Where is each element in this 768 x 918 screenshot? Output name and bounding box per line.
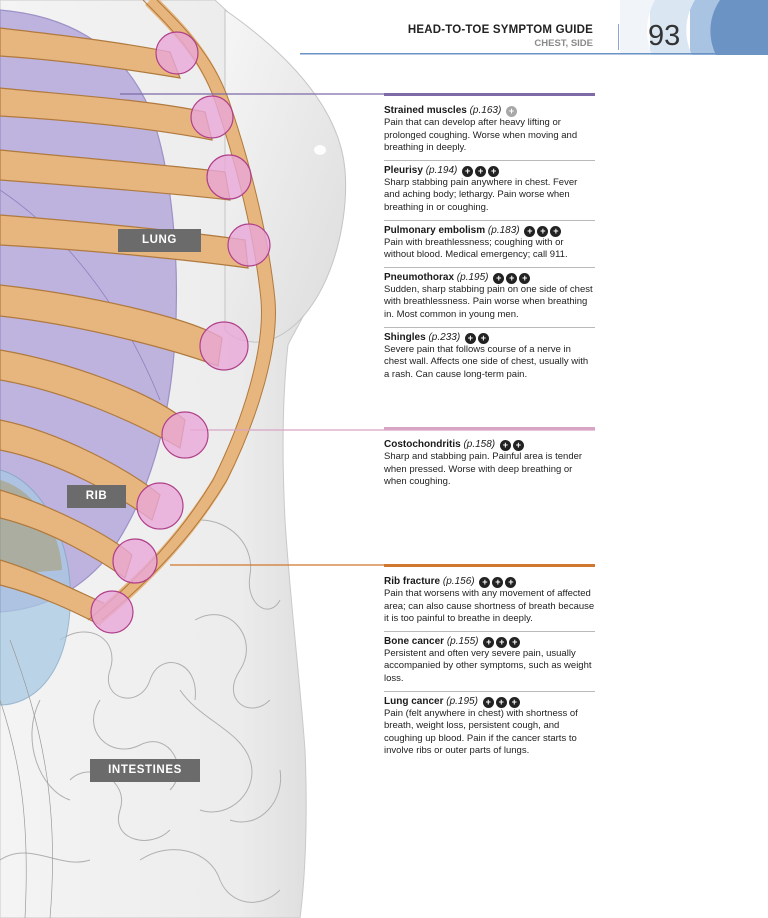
plus-circle-icon: + (512, 440, 524, 451)
severity-icons: + + (498, 439, 524, 451)
plus-circle-icon: + (505, 577, 517, 588)
symptom-name: Costochondritis (384, 439, 461, 450)
plus-circle-icon: + (550, 225, 562, 237)
plus-circle-icon: + (482, 696, 494, 708)
symptom-name: Pulmonary embolism (384, 224, 486, 236)
symptom-entry: Shingles (p.233) + + Severe pain that fol… (384, 328, 595, 387)
symptom-description: Sudden, sharp stabbing pain on one side … (384, 283, 593, 320)
page-number: 93 (648, 20, 681, 52)
plus-circle-icon: + (509, 636, 521, 648)
group-rule (384, 93, 595, 96)
pain-markers (90, 31, 271, 634)
lung-label: LUNG (118, 229, 201, 252)
symptom-name: Strained muscles (384, 105, 467, 116)
plus-circle-icon: + (506, 106, 518, 117)
plus-circle-icon: + (493, 272, 505, 284)
header-band (300, 0, 768, 55)
severity-icons: + + + (460, 165, 500, 177)
severity-icons: + + + (481, 636, 521, 648)
plus-circle-icon: + (462, 165, 474, 177)
plus-circle-icon: + (475, 165, 487, 177)
symptom-entry: Rib fracture (p.156) + + + Pain that worse… (384, 572, 595, 632)
plus-circle-icon: + (508, 696, 520, 708)
plus-circle-icon: + (488, 165, 500, 177)
plus-circle-icon: + (496, 636, 508, 648)
severity-icons: + + + (477, 576, 517, 588)
symptom-description: Pain with breathlessness; coughing with … (384, 236, 568, 261)
entry-group-cartilage: Costochondritis (p.158) + + Sharp and sta… (384, 427, 595, 494)
page-ref: (p.156) (442, 576, 475, 587)
symptom-description: Pain that worsens with any movement of a… (384, 588, 595, 625)
symptom-description: Severe pain that follows course of a ner… (384, 343, 589, 380)
symptom-entry: Pulmonary embolism (p.183) + + + Pain with… (384, 221, 595, 268)
severity-icons: + + + (481, 696, 520, 708)
page-ref: (p.194) (425, 164, 458, 176)
severity-icons: + (504, 105, 518, 117)
page-ref: (p.195) (446, 695, 478, 707)
page-ref: (p.158) (463, 439, 496, 450)
page-ref: (p.195) (456, 271, 489, 283)
entry-group-bone: Rib fracture (p.156) + + + Pain that worse… (384, 564, 595, 763)
severity-icons: + + + (491, 272, 531, 284)
symptom-name: Pleurisy (384, 164, 423, 176)
plus-circle-icon: + (495, 696, 507, 708)
symptom-description: Pain that can develop after heavy liftin… (384, 117, 578, 154)
symptom-entry: Pleurisy (p.194) + + + Sharp stabbing pain… (384, 161, 595, 221)
intestines-label: INTESTINES (90, 759, 200, 782)
severity-icons: + + + (522, 225, 562, 237)
symptom-description: Persistent and often very severe pain, u… (384, 647, 592, 684)
plus-circle-icon: + (479, 577, 491, 588)
running-header-title: HEAD-TO-TOE SYMPTOM GUIDE (407, 24, 593, 36)
plus-circle-icon: + (477, 332, 489, 344)
severity-icons: + + (463, 332, 489, 344)
symptom-name: Bone cancer (384, 635, 445, 647)
page-ref: (p.233) (428, 331, 461, 343)
symptom-name: Pneumothorax (384, 271, 455, 283)
plus-circle-icon: + (464, 332, 476, 344)
symptom-entry: Pneumothorax (p.195) + + + Sudden, sharp s… (384, 268, 595, 328)
symptom-name: Rib fracture (384, 576, 441, 587)
plus-circle-icon: + (483, 636, 495, 648)
symptom-entry: Lung cancer (p.195) + + + Pain (felt anywh… (384, 692, 595, 763)
group-rule (384, 564, 595, 567)
rib-label: RIB (67, 485, 126, 508)
plus-circle-icon: + (492, 577, 504, 588)
plus-circle-icon: + (524, 225, 536, 237)
symptom-entry: Strained muscles (p.163) + Pain that can… (384, 101, 595, 161)
symptom-description: Sharp and stabbing pain. Painful area is… (384, 451, 583, 488)
symptom-entry: Bone cancer (p.155) + + + Persistent and o… (384, 632, 595, 692)
plus-circle-icon: + (506, 272, 518, 284)
symptom-name: Shingles (384, 331, 426, 343)
costal-cartilage (90, 0, 276, 626)
page-ref: (p.155) (446, 635, 479, 647)
page-ref: (p.163) (469, 105, 502, 116)
group-rule (384, 427, 595, 430)
page-ref: (p.183) (487, 224, 520, 236)
plus-circle-icon: + (537, 225, 549, 237)
running-header-subtitle: CHEST, SIDE (534, 38, 593, 49)
plus-circle-icon: + (499, 440, 511, 451)
symptom-name: Lung cancer (384, 695, 444, 707)
symptom-entry: Costochondritis (p.158) + + Sharp and sta… (384, 435, 595, 494)
plus-circle-icon: + (519, 272, 531, 284)
symptom-description: Sharp stabbing pain anywhere in chest. F… (384, 176, 578, 213)
symptom-description: Pain (felt anywhere in chest) with short… (384, 707, 578, 757)
entry-group-muscle: Strained muscles (p.163) + Pain that can… (384, 93, 595, 386)
symptom-entries: Strained muscles (p.163) + Pain that can… (384, 93, 595, 756)
